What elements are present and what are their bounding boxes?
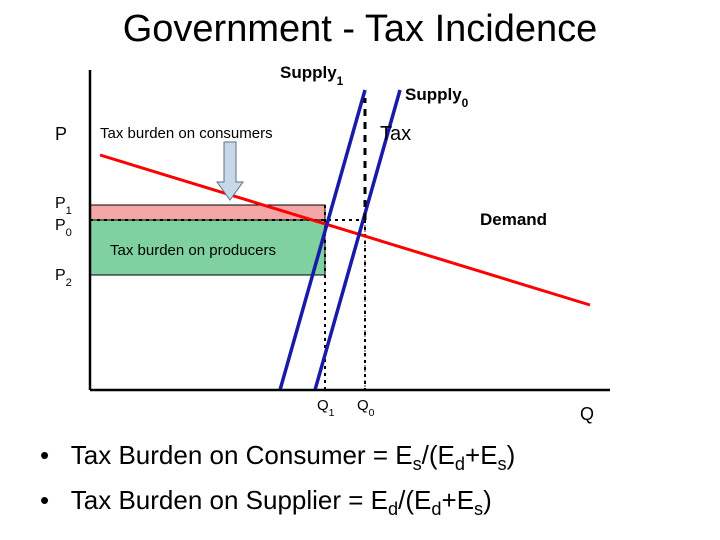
p0-label: P0: [55, 217, 72, 239]
consumer-burden-label: Tax burden on consumers: [100, 125, 273, 142]
formula-text: Tax Burden on Supplier = Ed/(Ed+Es): [71, 485, 492, 515]
formula-bullets: • Tax Burden on Consumer = Es/(Ed+Es) • …: [40, 440, 515, 530]
bullet-consumer: • Tax Burden on Consumer = Es/(Ed+Es): [40, 440, 515, 475]
p2-label: P2: [55, 267, 72, 289]
q-axis-label: Q: [580, 404, 594, 424]
supply1-label: Supply1: [280, 63, 344, 88]
tax-label: Tax: [380, 123, 411, 145]
bullet-supplier: • Tax Burden on Supplier = Ed/(Ed+Es): [40, 485, 515, 520]
q0-label: Q0: [357, 397, 375, 419]
p1-label: P1: [55, 195, 72, 217]
q1-label: Q1: [317, 397, 335, 419]
slide-root: Government - Tax Incidence P Q P1P0 P2 Q1 Q0 S…: [0, 0, 720, 540]
formula-text: Tax Burden on Consumer = Es/(Ed+Es): [71, 440, 516, 470]
p-axis-label: P: [55, 124, 67, 144]
bullet-dot: •: [40, 440, 64, 471]
bullet-dot: •: [40, 485, 64, 516]
demand-label: Demand: [480, 210, 547, 229]
supply0-label: Supply0: [405, 85, 469, 110]
tax-incidence-chart: P Q P1P0 P2 Q1 Q0 Supply1 Supply0 Tax Demand Tax b…: [30, 60, 690, 430]
slide-title: Government - Tax Incidence: [0, 8, 720, 51]
producer-burden-label: Tax burden on producers: [110, 242, 276, 259]
